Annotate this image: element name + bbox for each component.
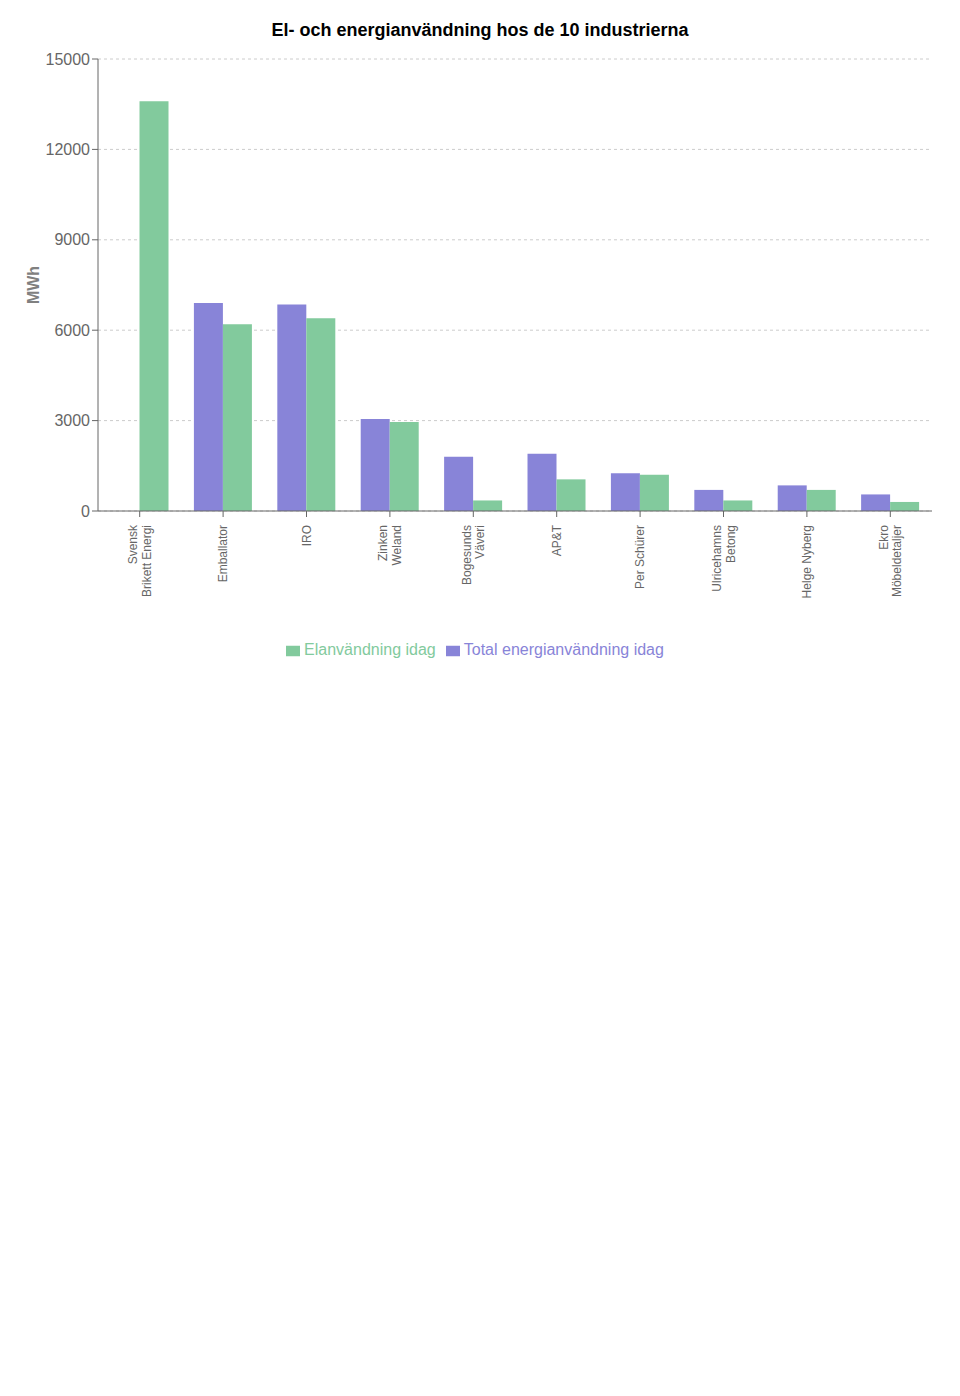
svg-text:Per Schürer: Per Schürer bbox=[633, 525, 647, 589]
html-text:Elanvändning idag: Elanvändning idag bbox=[304, 641, 436, 658]
svg-text:15000: 15000 bbox=[46, 51, 91, 68]
html-text:Total energianvändning idag: Total energianvändning idag bbox=[463, 641, 664, 658]
html-text:El- och energianvändning hos d: El- och energianvändning hos de 10 indus… bbox=[271, 20, 689, 40]
svg-text:AP&T: AP&T bbox=[550, 524, 564, 556]
svg-text:IRO: IRO bbox=[300, 525, 314, 546]
svg-text:9000: 9000 bbox=[54, 231, 90, 248]
svg-text:12000: 12000 bbox=[46, 141, 91, 158]
svg-text:Emballator: Emballator bbox=[216, 525, 230, 582]
svg-text:3000: 3000 bbox=[54, 412, 90, 429]
svg-text:0: 0 bbox=[81, 503, 90, 520]
svg-text:ZinkenWeland: ZinkenWeland bbox=[376, 525, 404, 565]
svg-text:SvenskBrikett Energi: SvenskBrikett Energi bbox=[126, 524, 154, 597]
svg-text:BogesundsVäveri: BogesundsVäveri bbox=[460, 525, 488, 585]
svg-text:Helge Nyberg: Helge Nyberg bbox=[800, 525, 814, 598]
svg-text:EkroMöbeldetaljer: EkroMöbeldetaljer bbox=[877, 525, 905, 597]
svg-text:MWh: MWh bbox=[25, 266, 42, 304]
svg-text:6000: 6000 bbox=[54, 322, 90, 339]
svg-text:UlricehamnsBetong: UlricehamnsBetong bbox=[710, 525, 738, 592]
